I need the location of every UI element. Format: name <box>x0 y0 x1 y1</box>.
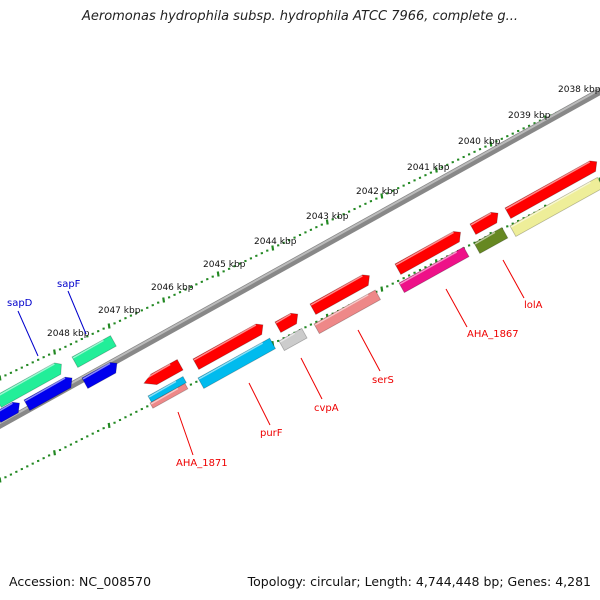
gene-leader-line <box>445 288 468 328</box>
gene-arrow-magenta[interactable] <box>398 246 470 294</box>
gene-leader-line <box>67 290 87 335</box>
gene-arrow-red-3[interactable] <box>394 231 461 276</box>
gene-leader-line <box>17 310 39 357</box>
ruler-label: 2038 kbp <box>558 85 600 95</box>
outer-ruler-tick <box>162 297 166 303</box>
gene-arrow-red-7[interactable] <box>143 358 184 386</box>
gene-leader-line <box>248 382 271 426</box>
gene-label-purf[interactable]: purF <box>260 428 283 439</box>
ruler-label: 2044 kbp <box>254 237 297 247</box>
outer-ruler-tick <box>380 193 384 199</box>
map-title: Aeromonas hydrophila subsp. hydrophila A… <box>81 9 519 24</box>
ruler-label: 2039 kbp <box>508 111 551 121</box>
accession-text: Accession: NC_008570 <box>9 574 152 589</box>
gene-arrow-red-2[interactable] <box>469 211 499 236</box>
gene-arrow-grey[interactable] <box>278 327 308 352</box>
gene-label-aha-1871[interactable]: AHA_1871 <box>176 458 228 469</box>
inner-ruler-tick <box>380 286 384 292</box>
gene-arrow-olive[interactable] <box>473 226 509 255</box>
gene-leader-line <box>502 259 525 299</box>
ruler-label: 2048 kbp <box>47 329 90 339</box>
gene-label-sapf[interactable]: sapF <box>57 279 81 290</box>
gene-label-lola[interactable]: lolA <box>524 300 543 311</box>
gene-arrow-blue-1[interactable] <box>81 362 118 390</box>
ruler-labels: 2038 kbp 2039 kbp 2040 kbp 2041 kbp 2042 kbp… <box>47 85 600 339</box>
outer-ruler-tick <box>271 245 275 251</box>
outer-ruler-tick <box>216 271 220 277</box>
gene-arrow-red-4[interactable] <box>309 274 370 316</box>
gene-label-aha-1867[interactable]: AHA_1867 <box>467 329 519 340</box>
gene-leader-line <box>177 411 194 456</box>
gene-arrow-cyan-1[interactable] <box>197 337 277 390</box>
gene-arrow-pink-1[interactable] <box>313 289 382 335</box>
inner-ruler-tick <box>107 422 111 429</box>
outer-ruler-tick <box>489 141 493 147</box>
gene-leader-line <box>357 329 381 372</box>
ruler-label: 2045 kbp <box>203 260 246 270</box>
outer-ruler-tick <box>107 323 111 329</box>
gene-leader-line <box>300 357 323 400</box>
gene-arrow-khaki[interactable] <box>509 176 600 238</box>
ruler-label: 2047 kbp <box>98 306 141 316</box>
feature-track[interactable] <box>0 160 600 424</box>
outer-ruler-tick <box>325 219 329 225</box>
gene-arrow-green-1[interactable] <box>71 335 117 369</box>
gene-arrow-red-6[interactable] <box>192 323 264 371</box>
ruler-label: 2042 kbp <box>356 187 399 197</box>
gene-arrow-cyan-2[interactable] <box>147 376 187 403</box>
backbone-highlight <box>0 88 600 425</box>
gene-arrow-blue-3[interactable] <box>0 401 20 424</box>
gene-labels: sapD sapF AHA_1871 purF cvpA serS AHA_1867 lolA <box>7 259 543 469</box>
gene-arrow-red-1[interactable] <box>504 160 598 220</box>
gene-label-cvpa[interactable]: cvpA <box>314 403 339 414</box>
gene-label-sapd[interactable]: sapD <box>7 298 33 309</box>
gene-arrow-red-5[interactable] <box>274 312 299 334</box>
ruler-label: 2043 kbp <box>306 212 349 222</box>
inner-ruler-tick <box>53 450 56 456</box>
ruler-label: 2040 kbp <box>458 137 501 147</box>
outer-ruler-tick <box>53 349 56 355</box>
gene-arrow-green-2[interactable] <box>0 362 62 408</box>
ruler-label: 2041 kbp <box>407 163 450 173</box>
gene-arrow-pink-2[interactable] <box>149 383 189 409</box>
gene-arrow-blue-2[interactable] <box>23 376 73 412</box>
genome-stats: Topology: circular; Length: 4,744,448 bp… <box>247 574 591 589</box>
ruler-label: 2046 kbp <box>151 283 194 293</box>
outer-ruler-tick <box>434 167 438 173</box>
gene-label-sers[interactable]: serS <box>372 375 394 386</box>
